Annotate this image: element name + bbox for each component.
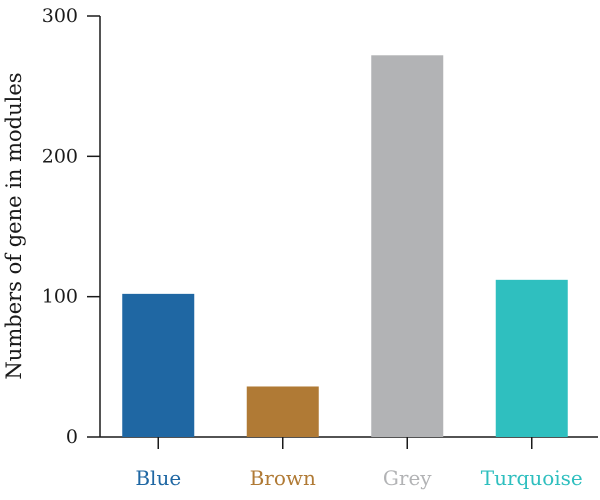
bar-blue: [122, 293, 195, 437]
x-tick-label-grey: Grey: [383, 466, 432, 490]
plot-area: 0 100 200 300 Blue Brown Grey Turquoise: [42, 5, 598, 490]
x-tick-label-blue: Blue: [135, 466, 181, 490]
bar-turquoise: [495, 279, 568, 437]
x-tick-label-turquoise: Turquoise: [481, 466, 583, 490]
y-tick-label-0: 0: [66, 426, 78, 448]
x-tick-label-brown: Brown: [250, 466, 316, 490]
y-tick-label-200: 200: [42, 145, 78, 167]
y-tick-label-100: 100: [42, 286, 78, 308]
y-axis-title: Numbers of gene in modules: [2, 72, 26, 379]
bar-grey: [371, 55, 444, 437]
bar-brown: [246, 386, 319, 437]
y-tick-label-300: 300: [42, 5, 78, 27]
